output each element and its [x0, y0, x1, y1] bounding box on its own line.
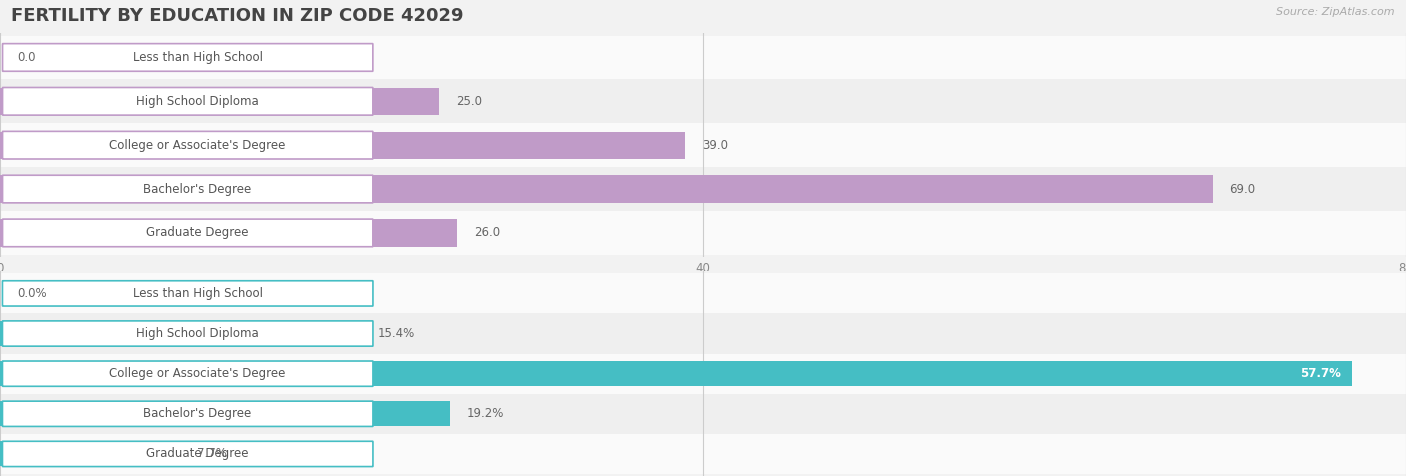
Bar	[0, 314, 1406, 354]
FancyBboxPatch shape	[3, 441, 373, 466]
Bar	[0, 219, 457, 247]
Bar	[0, 354, 1406, 394]
Text: 0.0: 0.0	[17, 51, 35, 64]
Text: 26.0: 26.0	[474, 227, 501, 239]
Text: Bachelor's Degree: Bachelor's Degree	[143, 183, 252, 196]
Text: Bachelor's Degree: Bachelor's Degree	[143, 407, 252, 420]
Text: College or Associate's Degree: College or Associate's Degree	[110, 367, 285, 380]
Bar	[0, 441, 180, 466]
Text: 19.2%: 19.2%	[467, 407, 505, 420]
Bar	[0, 273, 1406, 314]
Text: FERTILITY BY EDUCATION IN ZIP CODE 42029: FERTILITY BY EDUCATION IN ZIP CODE 42029	[11, 7, 464, 25]
Bar	[0, 167, 1406, 211]
Text: High School Diploma: High School Diploma	[136, 327, 259, 340]
Text: Graduate Degree: Graduate Degree	[146, 447, 249, 460]
FancyBboxPatch shape	[3, 175, 373, 203]
Text: 7.7%: 7.7%	[197, 447, 228, 460]
FancyBboxPatch shape	[3, 401, 373, 426]
FancyBboxPatch shape	[3, 44, 373, 71]
FancyBboxPatch shape	[3, 131, 373, 159]
Text: 15.4%: 15.4%	[378, 327, 415, 340]
FancyBboxPatch shape	[3, 361, 373, 387]
Text: 39.0: 39.0	[703, 139, 728, 152]
Bar	[0, 394, 1406, 434]
Bar	[0, 123, 1406, 167]
Text: Source: ZipAtlas.com: Source: ZipAtlas.com	[1277, 7, 1395, 17]
Text: College or Associate's Degree: College or Associate's Degree	[110, 139, 285, 152]
Bar	[0, 131, 686, 159]
FancyBboxPatch shape	[3, 88, 373, 115]
Bar	[0, 361, 1353, 386]
Bar	[0, 401, 450, 426]
Text: 25.0: 25.0	[456, 95, 482, 108]
Text: Less than High School: Less than High School	[132, 51, 263, 64]
Bar	[0, 88, 439, 115]
FancyBboxPatch shape	[3, 281, 373, 306]
Text: 57.7%: 57.7%	[1301, 367, 1341, 380]
Text: High School Diploma: High School Diploma	[136, 95, 259, 108]
Bar	[0, 36, 1406, 79]
FancyBboxPatch shape	[3, 321, 373, 346]
Text: Less than High School: Less than High School	[132, 287, 263, 300]
FancyBboxPatch shape	[3, 219, 373, 247]
Text: Graduate Degree: Graduate Degree	[146, 227, 249, 239]
Bar	[0, 79, 1406, 123]
Text: 0.0%: 0.0%	[17, 287, 46, 300]
Bar	[0, 321, 361, 346]
Bar	[0, 211, 1406, 255]
Bar	[0, 176, 1212, 203]
Bar	[0, 434, 1406, 474]
Text: 69.0: 69.0	[1229, 183, 1256, 196]
